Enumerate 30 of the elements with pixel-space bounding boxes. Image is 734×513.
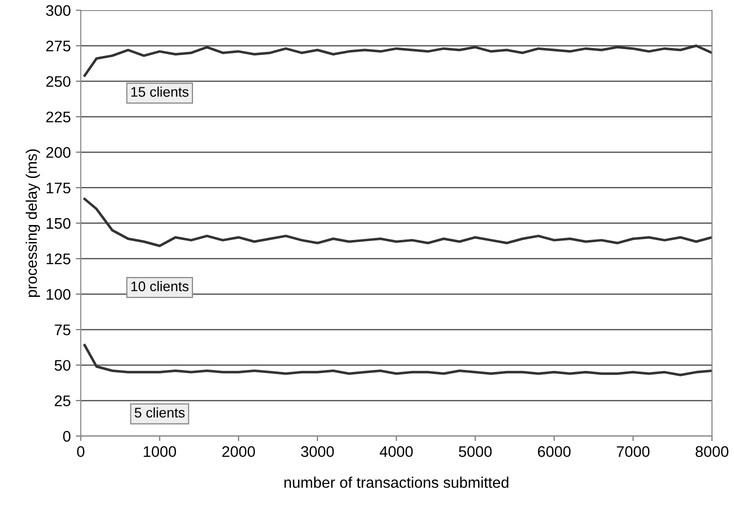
x-tick-label: 4000 xyxy=(380,446,413,457)
x-tick-label: 8000 xyxy=(696,446,728,457)
annotation: 10 clients xyxy=(131,281,188,292)
y-tick-label: 150 xyxy=(46,218,70,229)
line-series xyxy=(83,198,712,248)
y-tick-label: 50 xyxy=(54,360,70,371)
x-tick-label: 5000 xyxy=(458,446,492,457)
x-tick-label: 7000 xyxy=(616,446,650,457)
annotation: 15 clients xyxy=(131,86,188,97)
x-axis-title: number of transactions submitted xyxy=(284,476,508,488)
annotation: 5 clients xyxy=(134,407,185,418)
x-tick-label: 6000 xyxy=(538,446,571,457)
y-axis-title: processing delay (ms) xyxy=(26,149,40,297)
y-tick-label: 275 xyxy=(46,40,70,52)
y-tick-label: 125 xyxy=(46,254,70,264)
x-tick-label: 0 xyxy=(77,446,84,457)
y-tick-label: 175 xyxy=(46,182,70,194)
y-tick-label: 225 xyxy=(46,112,70,122)
x-tick-label: 3000 xyxy=(301,446,334,457)
y-tick-label: 75 xyxy=(54,324,70,336)
line-series xyxy=(83,44,712,77)
line-series xyxy=(83,344,712,376)
y-tick-label: 200 xyxy=(46,147,70,158)
x-tick-label: 1000 xyxy=(144,446,176,457)
y-tick-label: 0 xyxy=(63,430,70,442)
y-tick-label: 300 xyxy=(46,5,70,16)
y-tick-label: 250 xyxy=(46,76,70,87)
y-tick-label: 25 xyxy=(54,395,70,406)
x-tick-label: 2000 xyxy=(222,446,255,457)
y-tick-label: 100 xyxy=(46,288,70,300)
